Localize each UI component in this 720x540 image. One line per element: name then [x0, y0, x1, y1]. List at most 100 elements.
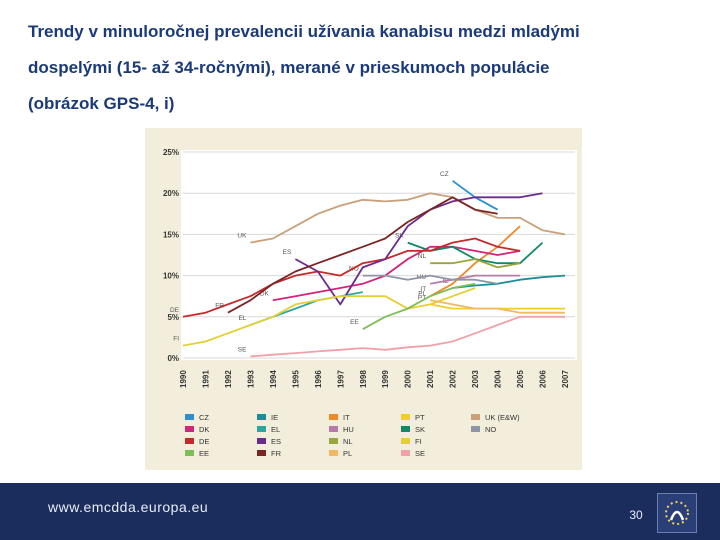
legend-swatch: [329, 414, 338, 420]
x-tick-label: 1998: [359, 370, 368, 388]
series-label: IT: [420, 286, 426, 293]
legend-swatch: [401, 414, 410, 420]
x-tick-label: 2007: [561, 370, 570, 388]
footer-bar: www.emcdda.europa.eu 30: [0, 483, 720, 540]
legend-label: NO: [485, 425, 496, 434]
legend-label: IT: [343, 413, 350, 422]
legend-swatch: [257, 426, 266, 432]
x-tick-label: 1995: [291, 370, 300, 388]
legend-label: DE: [199, 437, 209, 446]
series-line-nl: [430, 258, 521, 269]
series-line-de: [182, 237, 521, 318]
legend-swatch: [257, 450, 266, 456]
series-line-fi: [182, 287, 476, 347]
legend-swatch: [401, 438, 410, 444]
series-label: SK: [395, 233, 404, 240]
x-tick-label: 1993: [246, 370, 255, 388]
x-tick-label: 2001: [426, 370, 435, 388]
series-label: ES: [283, 249, 292, 256]
series-line-ie: [452, 274, 566, 289]
title-line-1: Trendy v minuloročnej prevalencii užívan…: [28, 22, 580, 41]
series-label: DK: [260, 290, 270, 297]
y-tick-label: 10%: [163, 272, 179, 281]
legend-swatch: [329, 450, 338, 456]
legend-label: NL: [343, 437, 353, 446]
legend-label: DK: [199, 425, 209, 434]
y-tick-label: 0%: [167, 354, 179, 363]
y-tick-label: 25%: [163, 148, 179, 157]
legend-label: FI: [415, 437, 422, 446]
x-tick-label: 1997: [336, 370, 345, 388]
legend-label: PT: [415, 413, 425, 422]
legend-swatch: [401, 426, 410, 432]
series-line-es: [294, 192, 543, 306]
legend-label: EE: [199, 449, 209, 458]
legend-swatch: [471, 414, 480, 420]
legend-swatch: [185, 450, 194, 456]
title-line-2: dospelými (15- až 34-ročnými), merané v …: [28, 58, 550, 77]
emcdda-logo: [657, 493, 697, 533]
legend-label: SE: [415, 449, 425, 458]
title-line-3: (obrázok GPS-4, i): [28, 94, 175, 113]
y-tick-label: 20%: [163, 189, 179, 198]
series-label: EL: [238, 315, 246, 322]
legend-label: ES: [271, 437, 281, 446]
plot-area: [181, 150, 577, 360]
x-tick-label: 1990: [179, 370, 188, 388]
series-line-hu: [430, 274, 521, 285]
legend-swatch: [257, 438, 266, 444]
series-line-ee: [362, 282, 476, 330]
page-number: 30: [629, 508, 643, 522]
series-label: CZ: [440, 171, 449, 178]
series-label: DE: [170, 307, 180, 314]
series-line-it: [429, 225, 521, 297]
x-tick-label: 1994: [269, 370, 278, 388]
series-label: UK: [237, 233, 247, 240]
series-line-no: [362, 274, 498, 285]
x-tick-label: 2005: [516, 370, 525, 388]
series-line-pl: [430, 299, 565, 314]
legend-label: PL: [343, 449, 352, 458]
x-tick-label: 1991: [201, 370, 210, 388]
legend-swatch: [329, 426, 338, 432]
line-chart: 0% 5% 10% 15% 20% 25% 1990 1991 1992 1993 1994 1995…: [163, 148, 577, 458]
x-tick-label: 1999: [381, 370, 390, 388]
x-tick-label: 2002: [449, 370, 458, 388]
series-label: FI: [173, 336, 179, 343]
series-label: NL: [418, 253, 427, 260]
x-tick-label: 2000: [404, 370, 413, 388]
emcdda-logo-icon: [665, 501, 689, 525]
x-tick-label: 1996: [314, 370, 323, 388]
y-tick-label: 5%: [167, 313, 179, 322]
footer-url[interactable]: www.emcdda.europa.eu: [48, 499, 209, 515]
legend-label: SK: [415, 425, 425, 434]
legend-swatch: [471, 426, 480, 432]
series-label: PT: [418, 294, 426, 301]
series-label: EE: [350, 319, 359, 326]
x-tick-label: 2006: [539, 370, 548, 388]
slide-title: Trendy v minuloročnej prevalencii užívan…: [28, 14, 688, 122]
chart-frame: 0% 5% 10% 15% 20% 25% 1990 1991 1992 1993 1994 1995…: [145, 128, 582, 470]
y-tick-label: 15%: [163, 230, 179, 239]
legend-label: CZ: [199, 413, 209, 422]
legend-label: FR: [271, 449, 282, 458]
legend-label: UK (E&W): [485, 413, 520, 422]
series-label: SE: [238, 346, 247, 353]
legend-label: IE: [271, 413, 278, 422]
legend-swatch: [401, 450, 410, 456]
legend-swatch: [257, 414, 266, 420]
series-line-fr: [227, 196, 498, 314]
legend-swatch: [185, 414, 194, 420]
x-tick-label: 2004: [494, 370, 503, 388]
series-label: FR: [215, 303, 224, 310]
series-line-ukew: [250, 192, 566, 244]
x-tick-label: 2003: [471, 370, 480, 388]
series-label: PL: [418, 290, 426, 297]
legend-swatch: [329, 438, 338, 444]
series-line-dk: [272, 245, 521, 302]
legend-label: HU: [343, 425, 354, 434]
series-line-se: [250, 315, 565, 358]
x-tick-label: 1992: [224, 370, 233, 388]
legend-swatch: [185, 426, 194, 432]
legend-swatch: [185, 438, 194, 444]
